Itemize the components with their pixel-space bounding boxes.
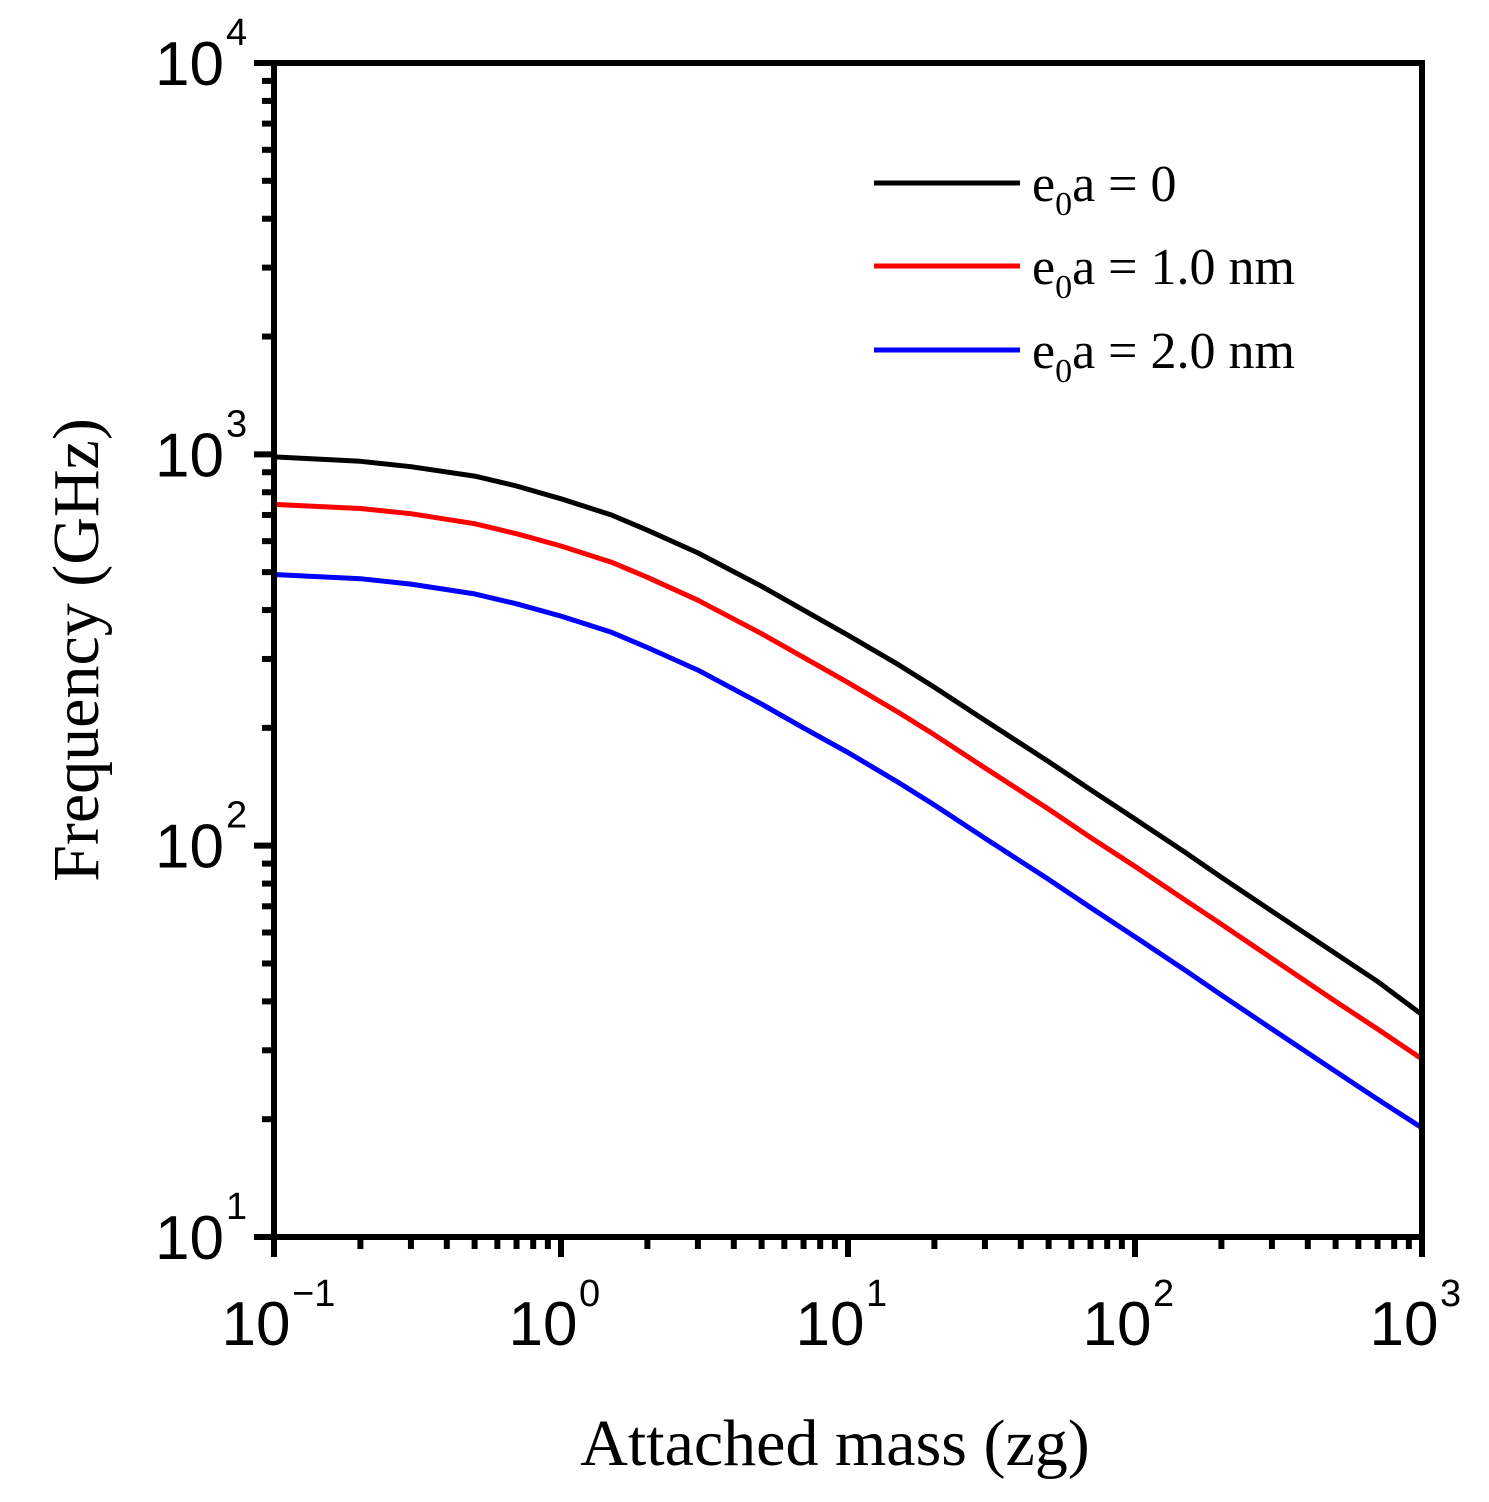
x-tick-exp: 2 — [1153, 1273, 1174, 1315]
x-tick-base: 10 — [1083, 1290, 1152, 1359]
x-tick-exp: 1 — [866, 1273, 887, 1315]
x-tick-base: 10 — [1370, 1290, 1439, 1359]
y-tick-exp: 1 — [226, 1186, 247, 1228]
y-axis-title: Frequency (GHz) — [40, 418, 113, 882]
x-tick-label: 10 2 — [1083, 1273, 1175, 1359]
y-tick-exp: 3 — [226, 403, 247, 445]
x-tick-label: 10 3 — [1370, 1273, 1462, 1359]
y-tick-base: 10 — [155, 421, 224, 490]
legend-label-0: e0a = 0 — [1032, 156, 1177, 223]
series-line-2 — [273, 572, 1424, 1131]
x-tick-base: 10 — [222, 1290, 291, 1359]
y-tick-label: 10 2 — [155, 795, 247, 882]
y-tick-exp: 2 — [226, 795, 247, 837]
x-tick-label: 10 −1 — [222, 1273, 336, 1359]
x-tick-exp: −1 — [292, 1273, 335, 1315]
y-tick-base: 10 — [155, 30, 224, 99]
y-tick-label: 10 1 — [155, 1186, 247, 1273]
series-line-0 — [273, 454, 1424, 1017]
legend-label-1: e0a = 1.0 nm — [1032, 239, 1295, 306]
x-tick-base: 10 — [796, 1290, 865, 1359]
x-tick-label: 10 1 — [796, 1273, 888, 1359]
y-tick-base: 10 — [155, 1204, 224, 1273]
x-axis-title: Attached mass (zg) — [580, 1407, 1089, 1480]
series-layer — [273, 454, 1424, 1131]
x-tick-label: 10 0 — [509, 1273, 601, 1359]
y-tick-label: 10 4 — [155, 12, 247, 99]
y-tick-label: 10 3 — [155, 403, 247, 490]
y-tick-base: 10 — [155, 813, 224, 882]
x-tick-exp: 3 — [1440, 1273, 1461, 1315]
legend-label-2: e0a = 2.0 nm — [1032, 323, 1295, 390]
y-tick-exp: 4 — [226, 12, 247, 54]
series-line-1 — [273, 501, 1424, 1062]
plot-frame — [271, 60, 1425, 1240]
x-tick-exp: 0 — [579, 1273, 600, 1315]
x-tick-base: 10 — [509, 1290, 578, 1359]
legend: e0a = 0 e0a = 1.0 nm e0a = 2.0 nm — [874, 156, 1295, 390]
tick-labels-layer: 10 −1 10 0 10 1 10 2 10 310 110 210 310 4 — [155, 12, 1461, 1359]
